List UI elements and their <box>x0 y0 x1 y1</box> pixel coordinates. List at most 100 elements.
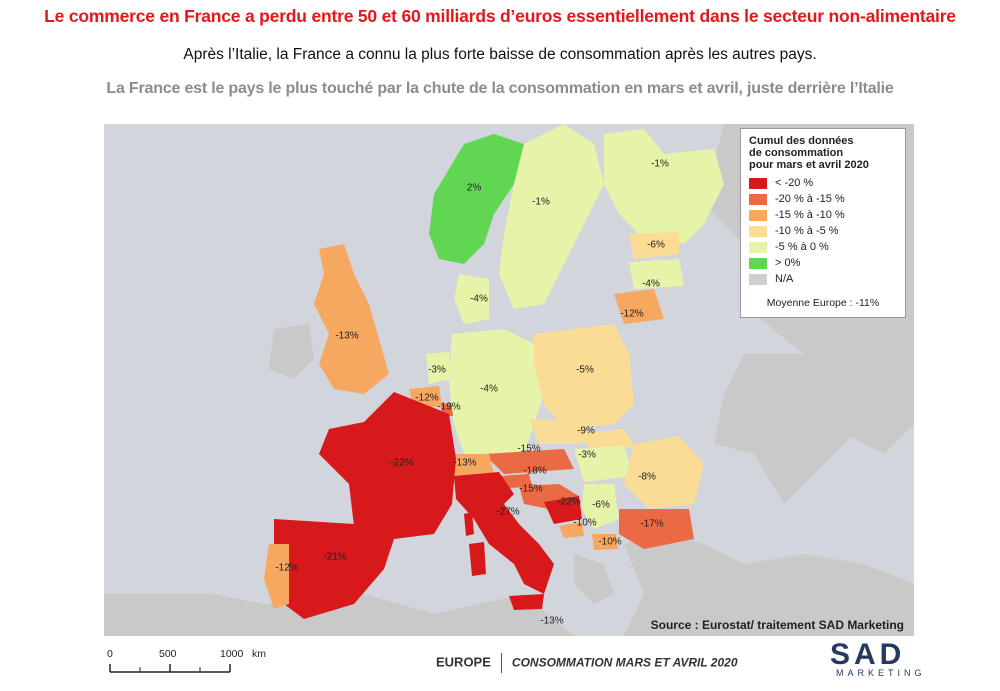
value-luxembourg: -19% <box>437 401 461 413</box>
value-austria: -15% <box>517 443 541 455</box>
country-romania <box>624 436 704 509</box>
legend-swatch <box>749 225 767 237</box>
legend-items: < -20 % -20 % à -15 % -15 % à -10 % -10 % à… <box>749 175 897 287</box>
country-finland <box>604 129 724 244</box>
country-portugal <box>264 544 289 609</box>
subtitle-1: Après l’Italie, la France a connu la plu… <box>183 46 817 63</box>
country-spain <box>274 519 394 619</box>
footer-caption: EUROPE CONSOMMATION MARS ET AVRIL 2020 <box>436 653 738 673</box>
country-italy <box>454 472 554 594</box>
logo-letters: SAD <box>830 638 906 671</box>
legend-label: < -20 % <box>775 177 814 189</box>
country-poland <box>534 324 634 429</box>
footer-region: EUROPE <box>436 654 491 670</box>
value-slovenia: -18% <box>523 465 547 477</box>
legend-title: Cumul des données de consommation pour m… <box>749 135 897 171</box>
legend-average: Moyenne Europe : -11% <box>766 297 880 309</box>
country-norway <box>429 134 524 264</box>
legend-swatch <box>749 241 767 253</box>
scale-zero: 0 <box>107 648 113 660</box>
country-sweden <box>499 124 604 309</box>
country-montenegro <box>559 522 584 538</box>
value-macedonia: -10% <box>598 536 622 548</box>
value-czechia: -9% <box>577 425 595 437</box>
country-serbia <box>582 484 619 529</box>
country-macedonia <box>592 534 618 550</box>
legend-row: -20 % à -15 % <box>749 191 897 207</box>
value-norway: 2% <box>466 182 482 194</box>
value-latvia: -4% <box>642 278 660 290</box>
value-uk: -13% <box>335 330 359 342</box>
legend-swatch <box>749 177 767 189</box>
legend-row: < -20 % <box>749 175 897 191</box>
country-latvia <box>629 259 684 289</box>
value-italy: -27% <box>496 506 520 518</box>
footer-caption-text: CONSOMMATION MARS ET AVRIL 2020 <box>511 655 738 670</box>
scale-bar: 0 500 1000 km <box>104 646 274 686</box>
legend-label: N/A <box>775 273 794 285</box>
legend-row: -5 % à 0 % <box>749 239 897 255</box>
legend-row: -15 % à -10 % <box>749 207 897 223</box>
value-bulgaria: -17% <box>640 518 664 530</box>
legend-title-line-3: pour mars et avril 2020 <box>749 159 869 171</box>
country-netherlands <box>426 352 452 384</box>
legend-title-line-1: Cumul des données <box>749 135 854 147</box>
value-switzerland: -13% <box>453 457 477 469</box>
value-croatia: -15% <box>519 483 543 495</box>
country-czechia <box>529 419 594 444</box>
country-sardinia <box>469 542 486 576</box>
value-lithuania: -12% <box>620 308 644 320</box>
europe-map: 2% -1% -1% -6% -4% -12% -4% -13% -3% -12… <box>104 124 914 636</box>
legend-swatch <box>749 257 767 269</box>
country-lithuania <box>614 289 664 324</box>
legend-label: -15 % à -10 % <box>775 209 845 221</box>
country-estonia <box>629 232 679 259</box>
legend-label: -20 % à -15 % <box>775 193 845 205</box>
value-spain: -21% <box>323 551 347 563</box>
footer-separator <box>500 653 502 673</box>
value-slovakia: -3% <box>578 449 596 461</box>
country-croatia <box>519 484 579 509</box>
value-france: -22% <box>390 457 414 469</box>
value-bosnia: -22% <box>557 496 581 508</box>
value-finland: -1% <box>651 158 669 170</box>
subtitle-2: La France est le pays le plus touché par… <box>106 80 894 97</box>
scale-graphic <box>109 664 231 673</box>
legend-row: > 0% <box>749 255 897 271</box>
value-romania: -8% <box>638 471 656 483</box>
value-germany: -4% <box>480 383 498 395</box>
sad-logo: SAD MARKETING <box>830 638 922 684</box>
albania-greece <box>574 554 614 604</box>
country-ireland <box>269 324 314 379</box>
north-africa <box>104 594 574 636</box>
turkey-region <box>624 534 914 636</box>
value-netherlands: -3% <box>428 364 446 376</box>
legend-row: N/A <box>749 271 897 287</box>
legend-swatch <box>749 193 767 205</box>
legend-label: > 0% <box>775 257 801 269</box>
value-malta: -13% <box>540 615 564 627</box>
value-montenegro: -10% <box>573 517 597 529</box>
scale-unit: km <box>252 648 266 660</box>
legend-label: -5 % à 0 % <box>775 241 829 253</box>
legend-row: -10 % à -5 % <box>749 223 897 239</box>
country-switzerland <box>449 454 494 476</box>
country-austria <box>484 449 574 474</box>
legend-label: -10 % à -5 % <box>775 225 839 237</box>
legend-title-line-2: de consommation <box>749 147 844 159</box>
country-uk <box>314 244 389 394</box>
country-corsica <box>464 512 474 536</box>
value-belgium: -12% <box>415 392 439 404</box>
value-sweden: -1% <box>532 196 550 208</box>
value-estonia: -6% <box>647 239 665 251</box>
value-poland: -5% <box>576 364 594 376</box>
belarus-ukraine <box>714 354 864 504</box>
legend-swatch <box>749 209 767 221</box>
headline: Le commerce en France a perdu entre 50 e… <box>44 6 956 26</box>
country-germany <box>449 329 544 454</box>
value-denmark: -4% <box>470 293 488 305</box>
country-denmark <box>454 274 489 324</box>
source-note: Source : Eurostat/ traitement SAD Market… <box>650 618 904 632</box>
country-sicily <box>509 594 544 610</box>
scale-max: 1000 <box>220 648 244 660</box>
